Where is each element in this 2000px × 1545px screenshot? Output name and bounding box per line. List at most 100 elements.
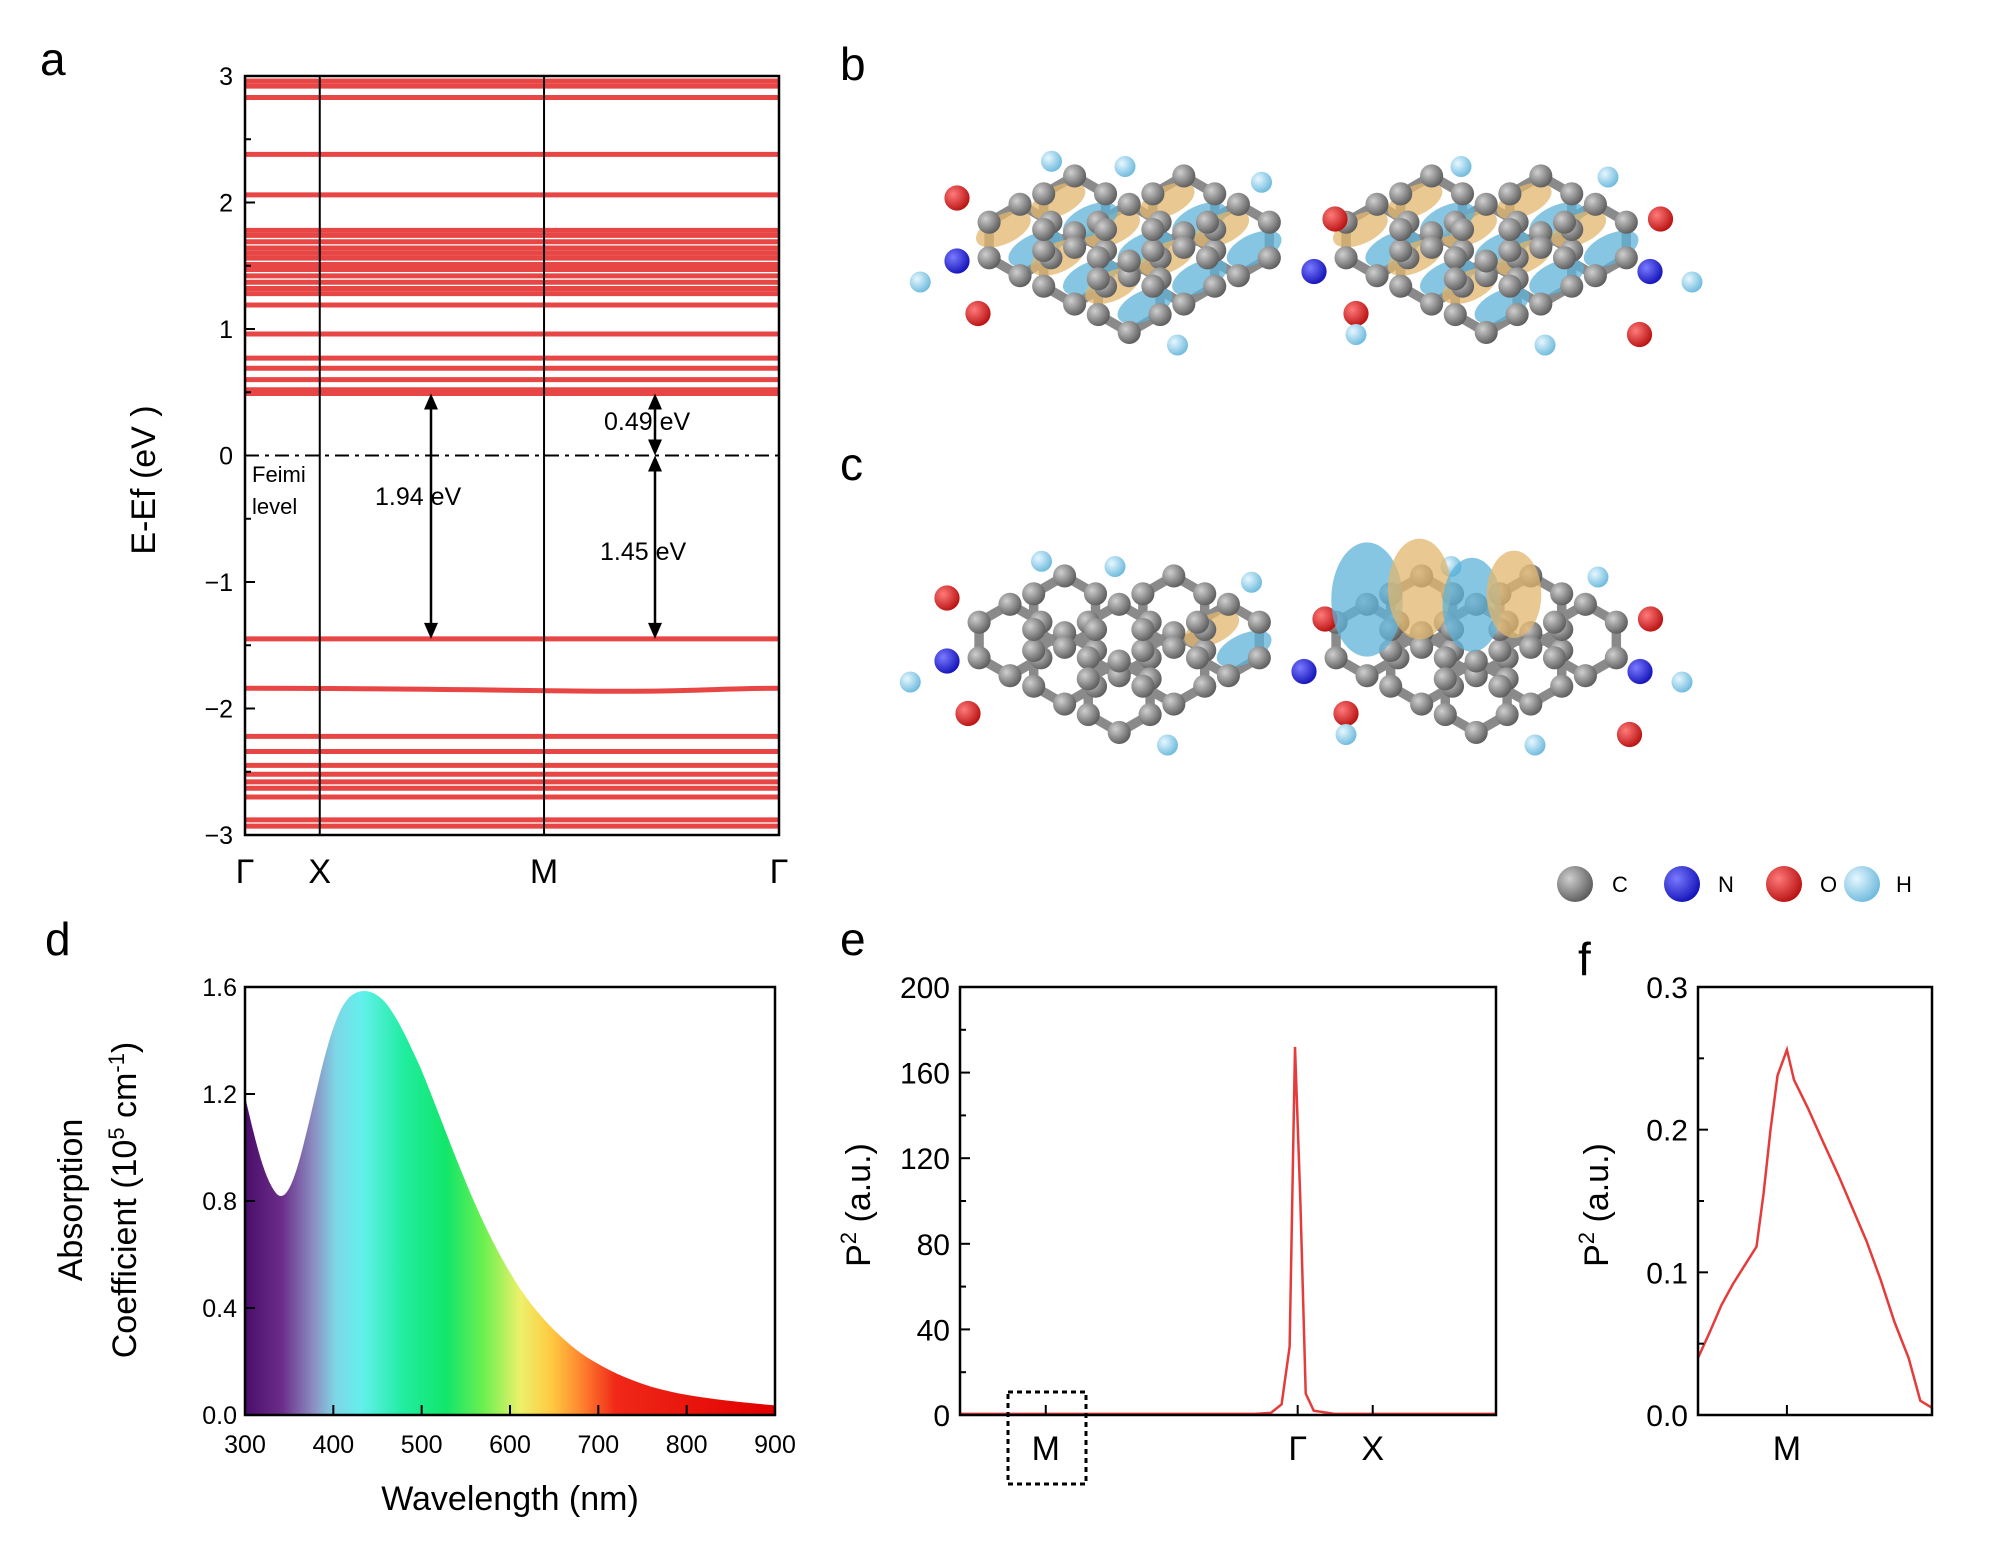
y-tick-label: 2 <box>219 190 233 218</box>
panel-label-f: f <box>1578 933 1591 985</box>
carbon-atom <box>1365 264 1389 288</box>
carbon-atom <box>1474 320 1498 344</box>
y-tick-label: 40 <box>917 1314 950 1347</box>
hydrogen-atom <box>1681 271 1703 293</box>
legend-carbon-label: C <box>1612 872 1628 897</box>
carbon-atom <box>1604 610 1628 634</box>
carbon-atom <box>1117 192 1141 216</box>
carbon-atom <box>1355 664 1379 688</box>
carbon-atom <box>1162 692 1186 716</box>
y-tick-label: −3 <box>204 822 233 850</box>
carbon-atom <box>1410 692 1434 716</box>
hydrogen-atom <box>1241 571 1262 593</box>
y-tick-label: 0.1 <box>1646 1257 1688 1290</box>
panel-label-b: b <box>840 38 866 90</box>
y-tick-label: 3 <box>219 63 233 91</box>
carbon-atom <box>1552 246 1577 270</box>
carbon-atom <box>1086 303 1110 327</box>
carbon-atom <box>1083 582 1108 606</box>
y-tick-label: 0 <box>933 1400 950 1433</box>
carbon-atom <box>1379 674 1403 698</box>
hydrogen-atom <box>1345 324 1367 345</box>
carbon-atom <box>1519 635 1543 659</box>
carbon-atom <box>1560 182 1584 206</box>
orbital-lobe-blue <box>1331 542 1403 657</box>
carbon-atom <box>1193 582 1217 606</box>
carbon-atom <box>1032 182 1056 206</box>
carbon-atom <box>1185 646 1210 670</box>
carbon-atom <box>1604 646 1628 670</box>
carbon-atom <box>977 246 1001 270</box>
carbon-atom <box>1008 192 1032 216</box>
carbon-atom <box>1488 674 1512 698</box>
carbon-atom <box>1443 246 1467 270</box>
carbon-atom <box>1505 303 1529 327</box>
carbon-atom <box>1185 610 1210 634</box>
carbon-atom <box>1053 635 1077 659</box>
hydrogen-atom <box>1031 550 1052 572</box>
hydrogen-atom <box>1587 566 1609 588</box>
hydrogen-atom <box>909 271 931 293</box>
carbon-atom <box>1389 274 1413 298</box>
carbon-atom <box>1464 720 1488 744</box>
carbon-atom <box>1550 582 1574 606</box>
carbon-atom <box>1107 720 1131 744</box>
absorption-plot-frame <box>243 985 777 1417</box>
carbon-atom <box>1076 646 1100 670</box>
carbon-atom <box>1324 646 1348 670</box>
legend-carbon-icon <box>1557 866 1593 902</box>
carbon-atom <box>1093 217 1118 242</box>
arrow-head-up <box>424 393 438 410</box>
band-line <box>244 685 780 694</box>
absorption-x-axis-label: Wavelength (nm) <box>381 1480 639 1518</box>
carbon-atom <box>1141 274 1165 298</box>
carbon-atom <box>1195 210 1220 234</box>
carbon-atom <box>1117 249 1141 273</box>
x-tick-label: 800 <box>666 1431 708 1459</box>
absorption-area <box>245 991 775 1415</box>
kpath-label: M <box>530 853 558 891</box>
kpath-label: Γ <box>770 853 789 891</box>
carbon-atom <box>1138 703 1162 727</box>
y-tick-label: 1.6 <box>202 974 237 1002</box>
zoom-region-box <box>1006 1390 1088 1486</box>
panel-label-e: e <box>840 913 866 965</box>
carbon-atom <box>1498 274 1522 298</box>
oxygen-atom <box>965 300 991 327</box>
carbon-atom <box>1131 638 1155 663</box>
orbital-lobe-gold <box>1486 550 1542 638</box>
y-tick-label: 0.3 <box>1646 972 1688 1005</box>
carbon-atom <box>1389 238 1413 263</box>
nitrogen-atom <box>1291 658 1317 685</box>
carbon-atom <box>1488 638 1512 663</box>
carbon-atom <box>1226 192 1250 216</box>
panel-label-c: c <box>840 438 863 490</box>
carbon-atom <box>1410 635 1434 659</box>
carbon-atom <box>1433 667 1457 691</box>
carbon-atom <box>1573 664 1597 688</box>
nitrogen-atom <box>934 648 960 674</box>
carbon-atom <box>1443 267 1467 291</box>
y-tick-label: 120 <box>900 1143 950 1176</box>
carbon-atom <box>1552 210 1577 234</box>
carbon-atom <box>977 210 1001 234</box>
hydrogen-atom <box>1524 734 1546 756</box>
absorption-y-axis-label-line1: Absorption <box>52 1119 90 1282</box>
carbon-atom <box>1148 303 1172 327</box>
carbon-atom <box>967 610 991 634</box>
hydrogen-atom <box>1450 156 1472 177</box>
arrow-head-down <box>648 439 662 456</box>
legend-nitrogen-icon <box>1664 866 1700 902</box>
momentum-zoom-chart: 0.0 0.1 0.2 0.3 M P2 (a.u.) <box>1574 972 1934 1468</box>
hydrogen-atom <box>1534 334 1556 356</box>
x-tick-label: 500 <box>401 1431 443 1459</box>
hydrogen-atom <box>1597 166 1619 188</box>
x-tick-label: 700 <box>577 1431 619 1459</box>
y-tick-label: 200 <box>900 972 950 1005</box>
hydrogen-atom <box>1041 150 1062 172</box>
hydrogen-atom <box>899 671 921 693</box>
y-tick-label: 1.2 <box>202 1081 237 1109</box>
oxygen-atom <box>1647 206 1674 232</box>
atom-legend: C N O H <box>1557 866 1912 902</box>
